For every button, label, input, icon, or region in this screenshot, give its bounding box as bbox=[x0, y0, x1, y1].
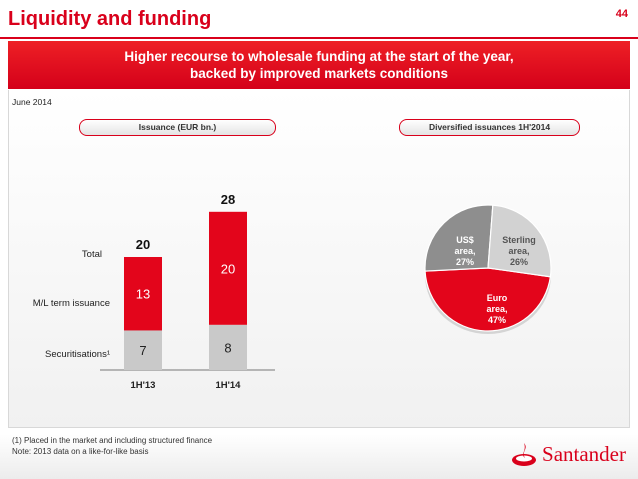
securitisations-row-label: Securitisations¹ bbox=[45, 349, 110, 360]
pie-label-line: area, bbox=[508, 246, 530, 256]
pie-slice-label: Euro area, 47% bbox=[475, 293, 519, 326]
pie-label-line: 26% bbox=[509, 257, 528, 267]
bar-total-label: 20 bbox=[136, 237, 150, 252]
pie-label-line: 47% bbox=[487, 315, 506, 325]
total-row-label: Total bbox=[81, 249, 102, 260]
bar-ml-term-1 bbox=[209, 211, 247, 325]
pie-slice-2 bbox=[487, 204, 552, 278]
pie-label-line: area, bbox=[454, 246, 476, 256]
pie-slice-1 bbox=[424, 204, 494, 272]
slide-title: Liquidity and funding bbox=[8, 8, 212, 30]
diversified-header: Diversified issuances 1H'2014 bbox=[399, 119, 580, 136]
pie-slice-label: US$ area, 27% bbox=[443, 235, 487, 268]
page-number: 44 bbox=[615, 8, 628, 20]
ml-term-row-label: M/L term issuance bbox=[32, 298, 110, 309]
category-label: 1H'14 bbox=[216, 380, 242, 391]
issuance-bar-chart: 7 13 20 1H'13 8 20 28 1H'14 bbox=[100, 195, 275, 391]
footnote-1: (1) Placed in the market and including s… bbox=[12, 436, 213, 445]
bar-total-label: 28 bbox=[221, 195, 235, 207]
bar-ml-term-0 bbox=[124, 257, 162, 331]
as-of-date: June 2014 bbox=[12, 97, 52, 107]
pie-slice-label: Sterling area, 26% bbox=[497, 235, 541, 268]
pie-label-line: area, bbox=[486, 304, 508, 314]
headline-banner: Higher recourse to wholesale funding at … bbox=[8, 41, 630, 89]
pie-label-line: Euro bbox=[486, 293, 508, 303]
brand-name: Santander bbox=[542, 441, 626, 466]
issuance-pie-chart bbox=[424, 204, 552, 334]
bar-value-label: 13 bbox=[136, 287, 150, 302]
pie-slice-0 bbox=[424, 267, 552, 332]
pie-label-line: US$ bbox=[456, 235, 474, 245]
pie-label-line: Sterling bbox=[502, 235, 536, 245]
issuance-header: Issuance (EUR bn.) bbox=[79, 119, 276, 136]
pie-label-line: 27% bbox=[455, 257, 474, 267]
headline-line-2: backed by improved markets conditions bbox=[189, 66, 449, 81]
title-divider bbox=[0, 37, 638, 39]
category-label: 1H'13 bbox=[131, 380, 156, 391]
footnotes: (1) Placed in the market and including s… bbox=[12, 435, 212, 457]
bar-securitisations-0 bbox=[124, 330, 162, 370]
bar-value-label: 8 bbox=[224, 340, 231, 355]
bar-value-label: 20 bbox=[221, 261, 235, 276]
santander-logo: Santander bbox=[511, 441, 626, 467]
bar-securitisations-1 bbox=[209, 324, 247, 370]
headline-line-1: Higher recourse to wholesale funding at … bbox=[124, 49, 514, 64]
flame-icon bbox=[512, 443, 537, 466]
footnote-2: Note: 2013 data on a like-for-like basis bbox=[12, 447, 149, 456]
bar-value-label: 7 bbox=[139, 343, 146, 358]
